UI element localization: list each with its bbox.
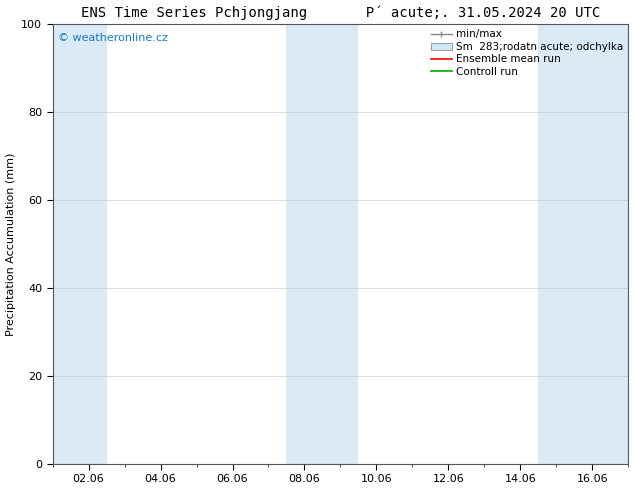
Bar: [287, 24, 358, 464]
Title: ENS Time Series Pchjongjang       P´ acute;. 31.05.2024 20 UTC: ENS Time Series Pchjongjang P´ acute;. 3…: [81, 5, 600, 20]
Bar: [538, 24, 628, 464]
Text: © weatheronline.cz: © weatheronline.cz: [58, 33, 168, 43]
Legend: min/max, Sm  283;rodatn acute; odchylka, Ensemble mean run, Controll run: min/max, Sm 283;rodatn acute; odchylka, …: [429, 27, 625, 79]
Bar: [53, 24, 107, 464]
Y-axis label: Precipitation Accumulation (mm): Precipitation Accumulation (mm): [6, 152, 16, 336]
